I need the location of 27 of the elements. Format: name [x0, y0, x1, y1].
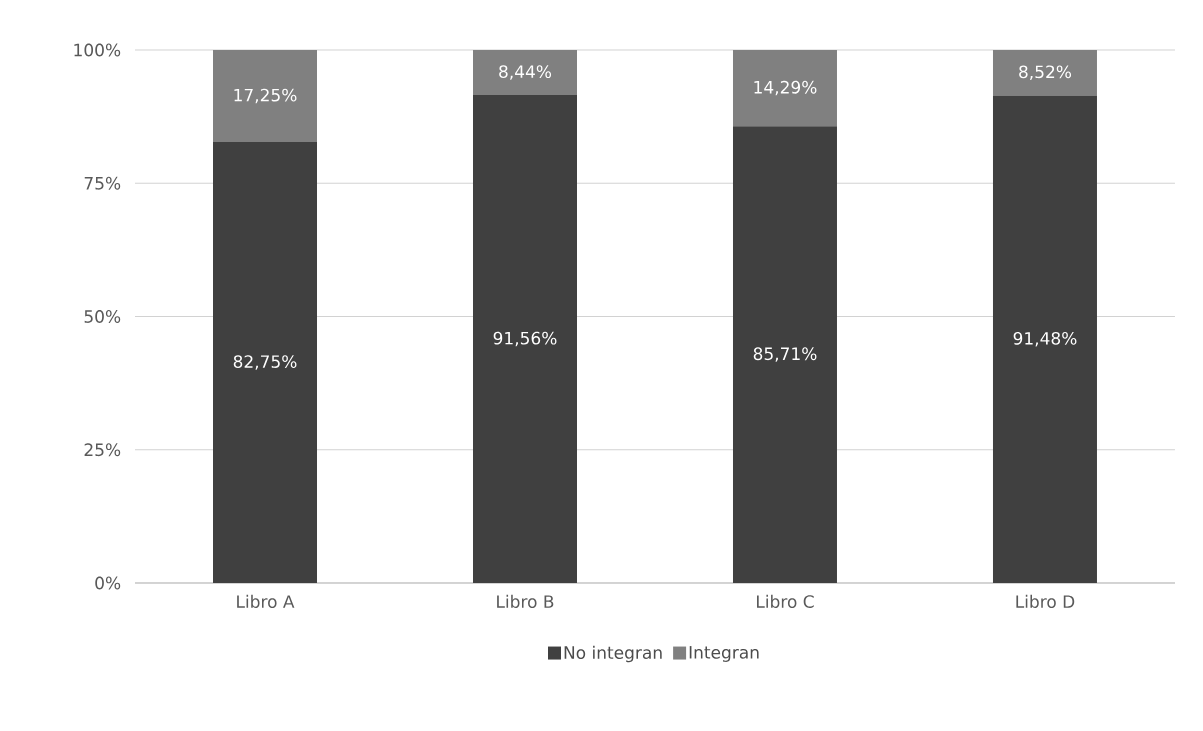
bar: [992, 95, 1097, 583]
y-tick-label: 25%: [84, 443, 121, 457]
data-label: 91,56%: [493, 331, 557, 347]
data-label: 85,71%: [753, 347, 817, 362]
legend-label: No integran: [564, 645, 662, 663]
bar: [473, 49, 577, 95]
x-tick-label: Libro D: [1016, 594, 1075, 608]
y-tick-label: 100%: [74, 43, 121, 57]
bar: [732, 126, 837, 583]
x-tick-label: Libro B: [497, 594, 554, 608]
bar: [473, 94, 577, 583]
bar: [213, 141, 317, 583]
data-label: 91,48%: [1013, 331, 1077, 347]
y-tick-label: 75%: [84, 176, 121, 190]
legend-label: Integran: [689, 646, 759, 662]
x-tick-label: Libro C: [757, 594, 814, 608]
bar: [732, 49, 837, 127]
data-label: 8,44%: [499, 65, 552, 80]
data-label: 17,25%: [234, 88, 297, 104]
y-tick-label: 50%: [84, 310, 121, 323]
y-tick-label: 0%: [95, 576, 121, 590]
data-label: 82,75%: [233, 355, 297, 370]
data-label: 8,52%: [1019, 65, 1072, 80]
x-tick-label: Libro A: [237, 594, 295, 608]
bar: [992, 49, 1097, 96]
bar: [213, 49, 317, 142]
data-label: 14,29%: [754, 80, 817, 96]
